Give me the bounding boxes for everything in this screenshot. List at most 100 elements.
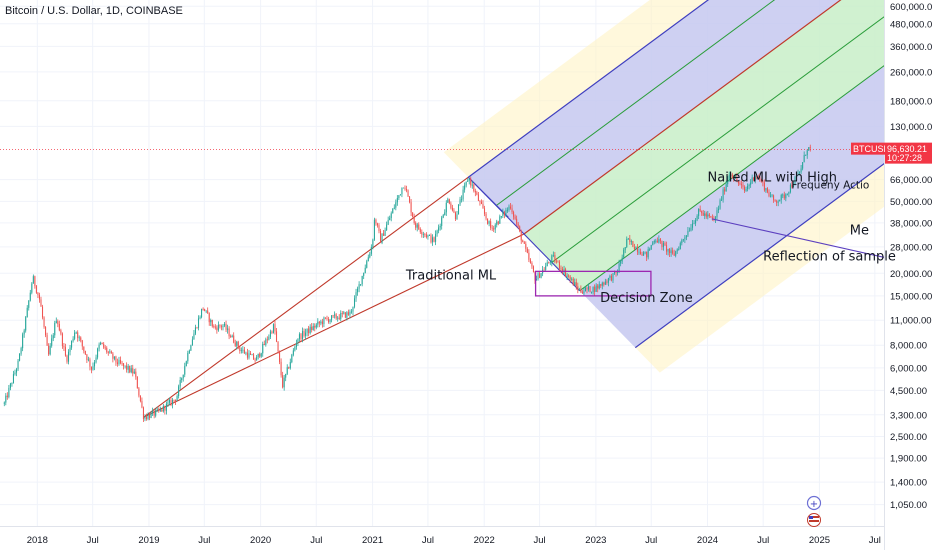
candle-body <box>410 202 412 213</box>
candle-body <box>630 241 632 242</box>
price-axis[interactable]: 600,000.00 480,000.00 360,000.00 260,000.00… <box>890 2 932 511</box>
candle-body <box>152 410 154 413</box>
candle-body <box>84 351 86 355</box>
candle-body <box>126 365 128 370</box>
candle-body <box>291 354 293 363</box>
candle-body <box>693 223 695 225</box>
candle-body <box>754 176 756 181</box>
decision-zone <box>534 270 652 297</box>
candle-body <box>315 324 317 328</box>
candle-body <box>46 335 48 346</box>
currency-flag-button[interactable] <box>807 513 821 527</box>
chart-title: Bitcoin / U.S. Dollar, 1D, COINBASE <box>5 5 183 17</box>
candle-body <box>156 409 158 411</box>
candle-body <box>494 224 496 230</box>
candle-body <box>103 343 105 348</box>
candle-body <box>399 194 401 196</box>
y-tick-label: 260,000.00 <box>890 67 932 78</box>
candle-body <box>40 299 42 307</box>
plus-circle-icon[interactable] <box>806 495 822 511</box>
candle-body <box>389 217 391 221</box>
candle-body <box>733 177 735 179</box>
candle-body <box>171 399 174 405</box>
candle-body <box>672 250 674 254</box>
candle-body <box>516 218 518 224</box>
candle-body <box>6 395 8 398</box>
candle-body <box>321 321 323 325</box>
candle-body <box>334 314 336 316</box>
candle-body <box>477 194 479 201</box>
candle-body <box>175 399 177 402</box>
candle-body <box>164 405 166 411</box>
candle-body <box>421 232 423 235</box>
candle-body <box>370 247 372 254</box>
candle-body <box>785 194 787 199</box>
candle-body <box>509 206 512 209</box>
candle-body <box>363 272 365 276</box>
candle-body <box>90 366 92 370</box>
candle-body <box>581 292 583 294</box>
grid <box>0 0 884 526</box>
candle-body <box>332 315 334 317</box>
candle-body <box>344 312 346 318</box>
candle-body <box>32 276 34 284</box>
candle-body <box>294 346 296 351</box>
candle-body <box>669 249 671 254</box>
candle-body <box>230 336 232 338</box>
candle-body <box>207 310 209 314</box>
candle-body <box>409 196 411 203</box>
candle-body <box>424 234 426 235</box>
candle-body <box>722 189 724 200</box>
candle-body <box>632 241 634 247</box>
candle-body <box>571 278 573 280</box>
fork-line <box>579 65 884 292</box>
candle-body <box>531 263 533 267</box>
candle-body <box>83 346 85 352</box>
candle-body <box>58 324 60 331</box>
candle-body <box>367 257 369 262</box>
candle-body <box>106 347 108 353</box>
candle-body <box>93 362 96 367</box>
candle-body <box>253 354 255 360</box>
candle-body <box>788 192 790 194</box>
candle-body <box>760 180 762 182</box>
candle-body <box>254 359 256 361</box>
candle-body <box>594 286 596 292</box>
candle-body <box>95 357 97 363</box>
x-tick-label: Jul <box>533 535 545 546</box>
candle-body <box>765 188 767 191</box>
candle-body <box>295 343 297 347</box>
candle-body <box>308 328 310 334</box>
candle-body <box>292 350 294 355</box>
candle-body <box>335 314 337 319</box>
x-tick-label: 2020 <box>250 535 271 546</box>
candle-body <box>28 300 30 308</box>
candle-body <box>101 342 103 344</box>
candle-body <box>626 239 628 248</box>
candle-body <box>184 366 186 375</box>
candle-body <box>445 202 447 213</box>
add-indicator-button[interactable]: + <box>806 495 822 511</box>
candle-body <box>179 379 181 387</box>
candle-body <box>430 235 432 243</box>
candle-body <box>275 331 278 342</box>
candle-body <box>124 365 126 367</box>
y-tick-label: 28,000.00 <box>890 242 932 253</box>
candle-body <box>222 325 224 328</box>
fork-median-line <box>523 0 842 235</box>
candle-body <box>580 289 582 293</box>
candle-body <box>19 353 21 361</box>
candle-body <box>526 248 528 253</box>
candle-body <box>650 244 652 250</box>
candle-body <box>806 150 808 156</box>
candle-body <box>329 319 331 323</box>
candle-body <box>795 175 798 178</box>
y-tick-label: 66,000.00 <box>890 175 932 186</box>
candle-body <box>8 387 10 398</box>
time-axis[interactable]: 2018 Jul 2019 Jul 2020 Jul 2021 Jul 2022 Jul 2023 J… <box>27 535 881 546</box>
candle-body <box>251 354 253 356</box>
candle-body <box>326 318 328 319</box>
candle-body <box>246 352 248 358</box>
price-value: 96,630.21 <box>887 144 927 154</box>
